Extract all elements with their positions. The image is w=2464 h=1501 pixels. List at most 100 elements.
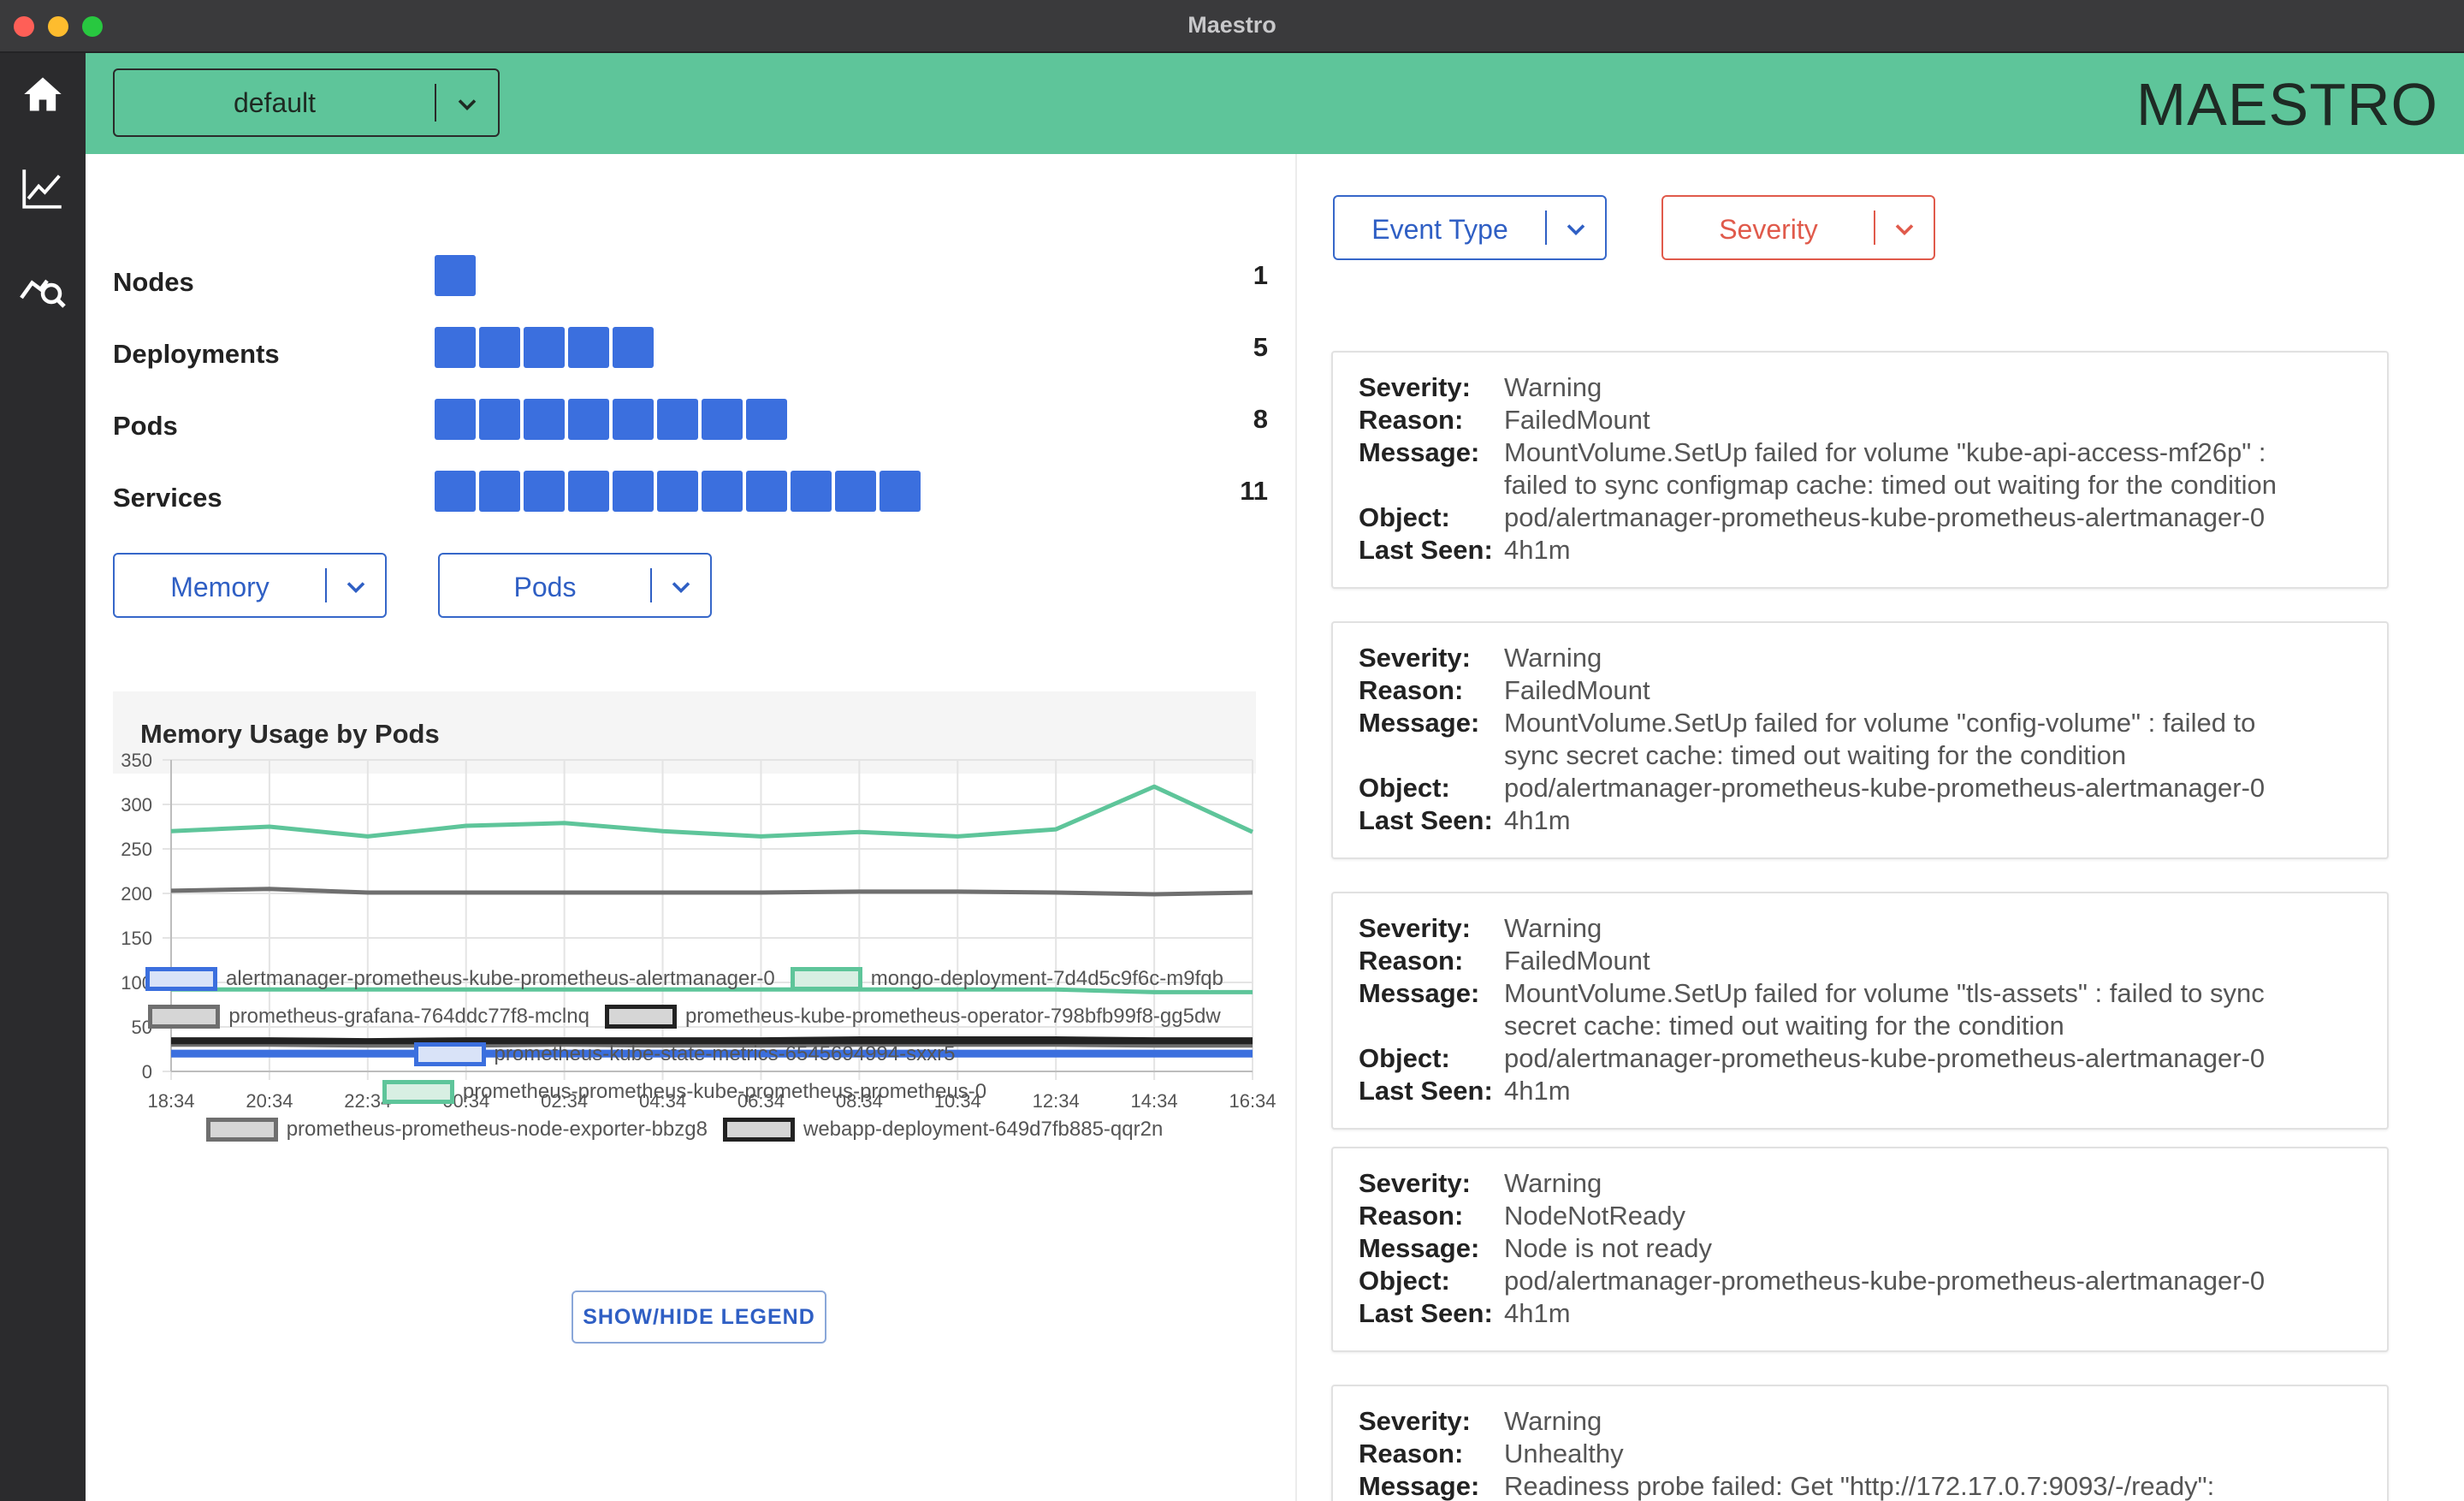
brand-logo: MAESTRO — [2135, 71, 2438, 138]
legend-swatch — [145, 967, 218, 991]
event-reason-value: FailedMount — [1504, 675, 1650, 705]
event-object-label: Object: — [1359, 502, 1450, 532]
series-line-1 — [170, 784, 1254, 839]
minimize-window-button[interactable] — [48, 16, 68, 37]
resource-block[interactable] — [435, 471, 476, 512]
resource-block[interactable] — [657, 399, 698, 440]
resource-block[interactable] — [568, 399, 609, 440]
event-reason-line: Reason: FailedMount — [1359, 404, 2361, 436]
zoom-window-button[interactable] — [82, 16, 103, 37]
window-controls — [14, 16, 103, 37]
event-type-filter-label: Event Type — [1371, 214, 1508, 245]
series-line-6 — [171, 1042, 1253, 1048]
y-tick-label: 350 — [121, 750, 152, 771]
resource-block[interactable] — [835, 471, 876, 512]
resource-count: 8 — [1253, 404, 1268, 434]
x-tick-label: 14:34 — [1131, 1090, 1178, 1112]
resource-block[interactable] — [702, 399, 743, 440]
resource-block[interactable] — [746, 471, 787, 512]
resource-block[interactable] — [479, 471, 520, 512]
resource-block[interactable] — [613, 327, 654, 368]
event-reason-line: Reason: NodeNotReady — [1359, 1200, 2361, 1232]
severity-filter[interactable]: Severity — [1661, 195, 1935, 260]
x-tick-label: 06:34 — [737, 1090, 785, 1112]
x-tick-label: 18:34 — [147, 1090, 194, 1112]
event-message-line: Message: MountVolume.SetUp failed for vol… — [1359, 977, 2361, 1010]
legend-swatch — [722, 1118, 795, 1142]
event-severity-value: Warning — [1504, 913, 1602, 943]
event-type-filter[interactable]: Event Type — [1333, 195, 1607, 260]
event-reason-value: FailedMount — [1504, 405, 1650, 435]
nav-home[interactable] — [15, 67, 70, 122]
legend-item[interactable]: alertmanager-prometheus-kube-prometheus-… — [145, 967, 775, 991]
x-tick-label: 10:34 — [934, 1090, 981, 1112]
resource-block[interactable] — [702, 471, 743, 512]
nav-analysis[interactable] — [15, 262, 70, 317]
close-window-button[interactable] — [14, 16, 34, 37]
event-message-value: Readiness probe failed: Get "http://172.… — [1504, 1471, 2215, 1501]
legend-row: prometheus-kube-state-metrics-6545694994… — [113, 1037, 1256, 1071]
show-hide-legend-button[interactable]: SHOW/HIDE LEGEND — [572, 1290, 826, 1344]
event-card[interactable]: Severity: Warning Reason: FailedMount Messag… — [1331, 892, 2389, 1130]
event-message-label: Message: — [1359, 708, 1480, 738]
resource-block[interactable] — [479, 399, 520, 440]
resource-row-services: Services 11 — [113, 471, 1268, 519]
event-severity-label: Severity: — [1359, 913, 1471, 943]
event-object-label: Object: — [1359, 1043, 1450, 1073]
event-card[interactable]: Severity: Warning Reason: FailedMount Messag… — [1331, 351, 2389, 589]
legend-swatch — [413, 1042, 486, 1066]
event-card[interactable]: Severity: Warning Reason: NodeNotReady Messa… — [1331, 1147, 2389, 1352]
resource-block[interactable] — [746, 399, 787, 440]
main-content: default MAESTRO Nodes 1 Deployments 5 Pods 8 S… — [86, 53, 2464, 1501]
legend-swatch — [382, 1080, 454, 1104]
severity-filter-label: Severity — [1719, 214, 1818, 245]
column-divider — [1295, 154, 1297, 1501]
namespace-select[interactable]: default — [113, 68, 500, 137]
resource-block[interactable] — [524, 471, 565, 512]
legend-item[interactable]: prometheus-prometheus-kube-prometheus-pr… — [382, 1080, 986, 1104]
resource-block[interactable] — [791, 471, 832, 512]
resource-blocks — [435, 255, 476, 298]
resource-block[interactable] — [435, 399, 476, 440]
metric-select[interactable]: Memory — [113, 553, 387, 618]
event-message-label — [1359, 469, 1504, 501]
y-tick-label: 200 — [121, 883, 152, 905]
event-message-value: MountVolume.SetUp failed for volume "kub… — [1504, 437, 2266, 467]
legend-item[interactable]: prometheus-kube-state-metrics-6545694994… — [413, 1042, 955, 1066]
scope-select[interactable]: Pods — [438, 553, 712, 618]
resource-block[interactable] — [568, 327, 609, 368]
event-card[interactable]: Severity: Warning Reason: FailedMount Messag… — [1331, 621, 2389, 859]
event-reason-label: Reason: — [1359, 405, 1464, 435]
event-message-label: Message: — [1359, 1471, 1480, 1501]
event-reason-label: Reason: — [1359, 1201, 1464, 1231]
legend-item[interactable]: prometheus-prometheus-node-exporter-bbzg… — [205, 1118, 708, 1142]
resource-count: 5 — [1253, 332, 1268, 362]
resource-block[interactable] — [435, 327, 476, 368]
cluster-overview-panel: Nodes 1 Deployments 5 Pods 8 Services 11 Memory… — [86, 154, 1295, 1501]
nav-metrics[interactable] — [15, 161, 70, 216]
legend-label: prometheus-prometheus-node-exporter-bbzg… — [286, 1118, 708, 1141]
resource-block[interactable] — [613, 471, 654, 512]
resource-block[interactable] — [568, 471, 609, 512]
resource-block[interactable] — [880, 471, 921, 512]
event-card[interactable]: Severity: Warning Reason: Unhealthy Message:… — [1331, 1385, 2389, 1501]
event-object-label: Object: — [1359, 1266, 1450, 1296]
legend-row: prometheus-grafana-764ddc77f8-mclnq prome… — [113, 1000, 1256, 1034]
resource-count: 1 — [1253, 260, 1268, 290]
legend-item[interactable]: webapp-deployment-649d7fb885-qqr2n — [722, 1118, 1163, 1142]
resource-block[interactable] — [613, 399, 654, 440]
metric-select-value: Memory — [170, 572, 270, 602]
y-tick-label: 250 — [121, 839, 152, 860]
resource-block[interactable] — [524, 399, 565, 440]
resource-block[interactable] — [657, 471, 698, 512]
resource-block[interactable] — [524, 327, 565, 368]
event-severity-line: Severity: Warning — [1359, 642, 2361, 674]
y-tick-label: 150 — [121, 928, 152, 949]
resource-block[interactable] — [435, 255, 476, 296]
header-bar: default MAESTRO — [86, 53, 2464, 154]
event-severity-label: Severity: — [1359, 643, 1471, 673]
legend-item[interactable]: prometheus-grafana-764ddc77f8-mclnq — [148, 1005, 589, 1029]
legend-item[interactable]: prometheus-kube-prometheus-operator-798b… — [604, 1005, 1221, 1029]
legend-item[interactable]: mongo-deployment-7d4d5c9f6c-m9fqb — [790, 967, 1223, 991]
resource-block[interactable] — [479, 327, 520, 368]
